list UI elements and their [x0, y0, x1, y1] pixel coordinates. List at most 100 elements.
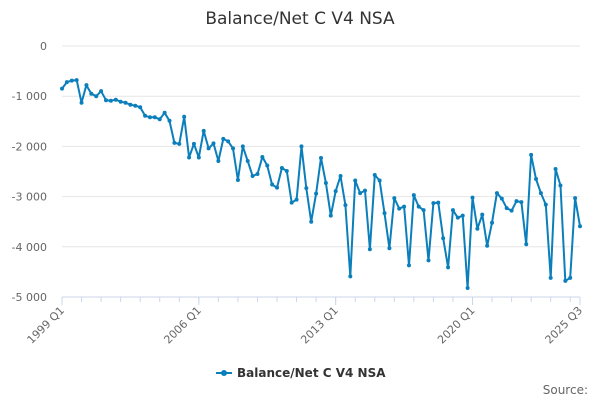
data-point[interactable]: [455, 215, 460, 220]
data-point[interactable]: [377, 178, 382, 183]
data-point[interactable]: [64, 80, 69, 85]
data-point[interactable]: [128, 102, 133, 107]
data-point[interactable]: [60, 86, 64, 91]
data-point[interactable]: [89, 91, 94, 96]
legend[interactable]: Balance/Net C V4 NSA: [216, 366, 386, 380]
data-point[interactable]: [221, 136, 226, 141]
data-point[interactable]: [84, 83, 89, 88]
data-point[interactable]: [362, 188, 367, 193]
data-point[interactable]: [294, 197, 299, 202]
data-point[interactable]: [406, 263, 411, 268]
data-point[interactable]: [372, 173, 377, 178]
data-point[interactable]: [563, 278, 568, 283]
data-point[interactable]: [99, 89, 104, 94]
data-point[interactable]: [74, 78, 79, 83]
data-point[interactable]: [191, 141, 196, 146]
data-point[interactable]: [548, 275, 553, 280]
data-point[interactable]: [118, 99, 123, 104]
data-point[interactable]: [411, 193, 416, 198]
data-point[interactable]: [108, 98, 113, 103]
data-point[interactable]: [402, 204, 407, 209]
data-point[interactable]: [397, 206, 402, 211]
data-point[interactable]: [543, 202, 548, 207]
data-point[interactable]: [446, 265, 451, 270]
data-point[interactable]: [333, 189, 338, 194]
data-point[interactable]: [514, 199, 519, 204]
data-point[interactable]: [450, 208, 455, 213]
data-point[interactable]: [235, 178, 240, 183]
data-point[interactable]: [201, 128, 206, 133]
data-point[interactable]: [187, 155, 192, 160]
data-point[interactable]: [196, 155, 201, 160]
data-point[interactable]: [553, 166, 558, 171]
data-point[interactable]: [319, 155, 323, 160]
data-point[interactable]: [309, 219, 314, 224]
data-point[interactable]: [265, 163, 270, 168]
data-point[interactable]: [578, 224, 582, 229]
data-point[interactable]: [387, 246, 392, 251]
data-point[interactable]: [245, 158, 250, 163]
data-point[interactable]: [79, 100, 84, 105]
data-point[interactable]: [284, 168, 289, 173]
data-point[interactable]: [162, 110, 167, 115]
data-point[interactable]: [255, 172, 260, 177]
data-point[interactable]: [343, 203, 348, 208]
data-point[interactable]: [299, 144, 304, 149]
data-point[interactable]: [157, 117, 162, 122]
legend-label[interactable]: Balance/Net C V4 NSA: [237, 366, 386, 380]
data-point[interactable]: [113, 97, 118, 102]
data-point[interactable]: [470, 195, 475, 200]
data-point[interactable]: [226, 139, 231, 144]
data-point[interactable]: [538, 191, 543, 196]
data-point[interactable]: [94, 94, 99, 99]
data-point[interactable]: [485, 243, 490, 248]
data-point[interactable]: [529, 152, 534, 157]
data-point[interactable]: [250, 174, 255, 179]
data-point[interactable]: [353, 178, 358, 183]
data-point[interactable]: [490, 220, 495, 225]
data-point[interactable]: [509, 208, 514, 213]
data-point[interactable]: [460, 213, 465, 218]
data-point[interactable]: [143, 113, 148, 118]
data-point[interactable]: [314, 191, 319, 196]
data-point[interactable]: [152, 115, 157, 120]
data-point[interactable]: [382, 211, 387, 216]
data-point[interactable]: [524, 242, 529, 247]
data-point[interactable]: [475, 226, 480, 231]
data-point[interactable]: [534, 177, 539, 182]
data-point[interactable]: [431, 201, 436, 206]
data-point[interactable]: [338, 174, 343, 179]
data-point[interactable]: [177, 141, 182, 146]
data-point[interactable]: [289, 200, 294, 205]
data-point[interactable]: [172, 140, 177, 145]
data-point[interactable]: [182, 114, 187, 119]
data-point[interactable]: [328, 213, 333, 218]
data-point[interactable]: [436, 200, 441, 205]
data-point[interactable]: [167, 118, 172, 123]
data-point[interactable]: [216, 158, 221, 163]
data-point[interactable]: [138, 105, 143, 110]
data-point[interactable]: [103, 98, 108, 103]
data-point[interactable]: [260, 154, 265, 159]
data-point[interactable]: [504, 206, 509, 211]
data-point[interactable]: [231, 146, 236, 151]
data-point[interactable]: [421, 208, 426, 213]
data-point[interactable]: [568, 275, 573, 280]
data-point[interactable]: [499, 196, 504, 201]
data-point[interactable]: [275, 185, 280, 190]
data-point[interactable]: [147, 115, 152, 120]
data-point[interactable]: [441, 236, 446, 241]
data-point[interactable]: [270, 182, 275, 187]
data-point[interactable]: [558, 183, 563, 188]
data-point[interactable]: [206, 146, 211, 151]
data-point[interactable]: [348, 274, 353, 279]
data-point[interactable]: [279, 165, 284, 170]
data-point[interactable]: [123, 100, 128, 105]
data-point[interactable]: [465, 285, 470, 290]
data-point[interactable]: [240, 144, 245, 149]
data-point[interactable]: [494, 191, 499, 196]
source-credit[interactable]: Source:: [543, 383, 588, 397]
data-point[interactable]: [367, 247, 372, 252]
data-point[interactable]: [392, 196, 397, 201]
data-point[interactable]: [358, 191, 363, 196]
